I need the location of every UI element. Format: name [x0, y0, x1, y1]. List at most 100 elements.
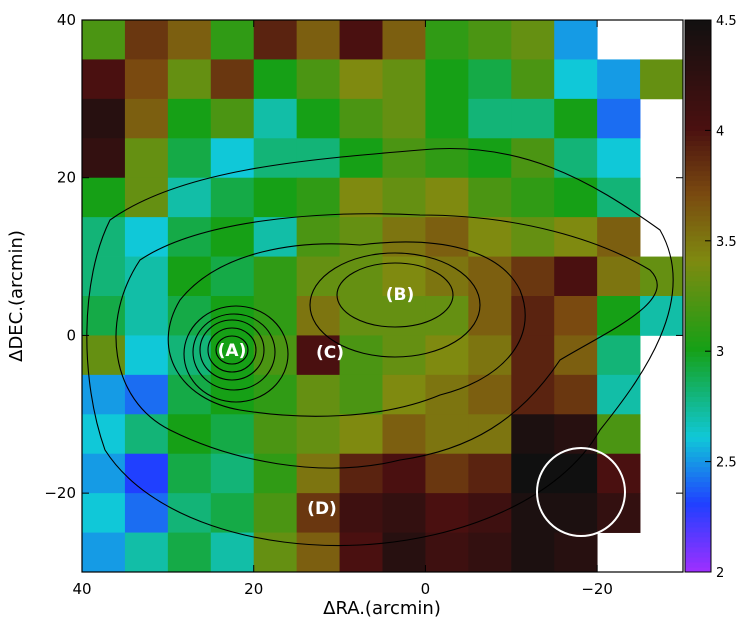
heat-cell [296, 335, 340, 376]
colorbar-step [685, 35, 711, 41]
colorbar-step [685, 290, 711, 297]
heat-cell [468, 20, 512, 60]
heat-cell [167, 453, 212, 494]
colorbar-step [685, 466, 711, 473]
colorbar-step [685, 546, 711, 553]
heat-cell [597, 256, 641, 297]
colorbar-step [685, 516, 711, 523]
heat-cell [82, 335, 126, 376]
colorbar-step [685, 321, 711, 327]
heatmap [82, 20, 684, 573]
colorbar-step [685, 145, 711, 151]
x-tick-label: 0 [421, 580, 431, 598]
colorbar-step [685, 130, 711, 136]
colorbar-step [685, 95, 711, 101]
heat-cell [554, 335, 598, 376]
colorbar-step [685, 561, 711, 568]
colorbar-step [685, 170, 711, 177]
colorbar-step [685, 230, 711, 237]
heat-cell [210, 177, 255, 218]
heat-cell [124, 335, 169, 376]
heat-cell [253, 453, 298, 494]
heat-cell [468, 256, 512, 297]
heat-cell [167, 98, 212, 139]
annotation: (C) [316, 343, 344, 363]
colorbar-step [685, 125, 711, 131]
heat-cell [82, 374, 126, 415]
heat-cell [382, 59, 426, 100]
colorbar-step [685, 255, 711, 262]
colorbar-step [685, 471, 711, 478]
heat-cell [382, 374, 426, 415]
beam [536, 447, 626, 537]
colorbar-step [685, 391, 711, 397]
heat-cell [253, 374, 298, 415]
heat-cell [382, 493, 426, 533]
heat-cell [296, 59, 340, 100]
heat-cell [82, 98, 126, 139]
colorbar-step [685, 220, 711, 227]
heat-cell [167, 59, 212, 100]
colorbar-step [685, 351, 711, 357]
colorbar-step [685, 426, 711, 432]
colorbar-step [685, 446, 711, 453]
annotation: (B) [386, 285, 415, 305]
heat-cell [511, 532, 555, 573]
heat-cell [167, 177, 212, 218]
colorbar-step [685, 566, 711, 573]
heat-cell [425, 414, 469, 455]
heat-cell [640, 296, 684, 336]
colorbar-step [685, 531, 711, 538]
contour [115, 213, 658, 469]
colorbar-step [685, 411, 711, 417]
colorbar-step [685, 421, 711, 427]
heat-cell [511, 414, 555, 455]
heat-cell [124, 493, 169, 533]
colorbar-step [685, 250, 711, 257]
heat-cell [425, 98, 469, 139]
colorbar-step [685, 30, 711, 36]
heat-cell [554, 138, 598, 179]
heat-cell [382, 138, 426, 179]
heat-cell [468, 138, 512, 179]
heat-cell [425, 256, 469, 297]
colorbar-step [685, 205, 711, 212]
heat-cell [167, 532, 212, 573]
colorbar-step [685, 25, 711, 31]
heat-cell [597, 98, 641, 139]
heat-cell [425, 138, 469, 179]
heat-cell [124, 296, 169, 336]
colorbar-step [685, 285, 711, 292]
heat-cell [253, 177, 298, 218]
colorbar-step [685, 225, 711, 232]
heat-cell [253, 138, 298, 179]
colorbar-step [685, 235, 711, 242]
heat-cell [124, 532, 169, 573]
heat-cell [124, 453, 169, 494]
heat-cell [82, 532, 126, 573]
colorbar-step [685, 155, 711, 162]
heat-cell [339, 59, 383, 100]
colorbar-step [685, 160, 711, 167]
colorbar-step [685, 451, 711, 458]
heat-cell [511, 138, 555, 179]
heat-cell [339, 217, 383, 257]
heat-cell [382, 532, 426, 573]
colorbar-step [685, 476, 711, 483]
heat-cell [511, 493, 555, 533]
heat-cell [425, 20, 469, 60]
colorbar-step [685, 416, 711, 422]
heat-cell [296, 532, 340, 573]
heat-cell [554, 493, 598, 533]
heat-cell [382, 217, 426, 257]
colorbar-step [685, 180, 711, 187]
colorbar-step [685, 456, 711, 463]
colorbar-step [685, 436, 711, 443]
heat-cell [296, 217, 340, 257]
heat-cell [296, 177, 340, 218]
colorbar-step [685, 90, 711, 96]
colorbar-step [685, 165, 711, 172]
colorbar-step [685, 75, 711, 81]
heat-cell [210, 98, 255, 139]
